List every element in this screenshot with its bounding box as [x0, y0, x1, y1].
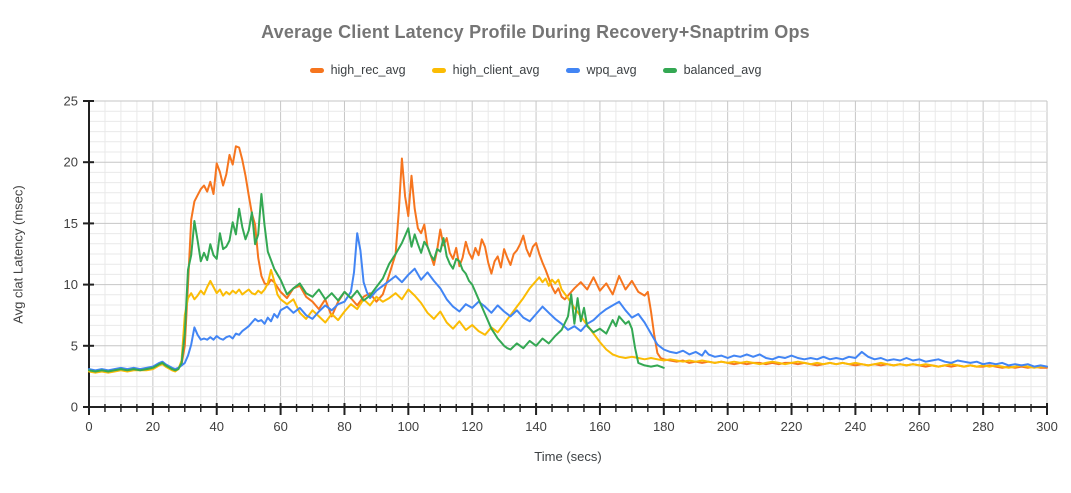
legend-swatch-icon: [309, 67, 324, 73]
x-tick-label: 160: [589, 419, 611, 434]
legend-swatch-icon: [431, 67, 446, 73]
series-line-high_client_avg: [88, 268, 1048, 374]
x-tick-label: 280: [972, 419, 994, 434]
x-axis-title: Time (secs): [534, 449, 602, 464]
legend-item-wpq_avg[interactable]: wpq_avg: [565, 63, 637, 77]
x-tick-label: 20: [146, 419, 160, 434]
x-tick-label: 140: [525, 419, 547, 434]
y-axis-title: Avg clat Latency (msec): [10, 185, 26, 324]
x-tick-label: 80: [337, 419, 351, 434]
y-tick-label: 0: [71, 400, 78, 415]
x-tick-label: 120: [461, 419, 483, 434]
x-tick-label: 200: [717, 419, 739, 434]
legend-swatch-icon: [565, 67, 580, 73]
x-tick-label: 260: [908, 419, 930, 434]
x-tick-label: 0: [85, 419, 92, 434]
legend-item-high_client_avg[interactable]: high_client_avg: [431, 63, 540, 77]
y-tick-label: 25: [64, 94, 78, 109]
y-tick-label: 20: [64, 155, 78, 170]
series-line-wpq_avg: [88, 232, 1048, 372]
legend-label: wpq_avg: [586, 63, 637, 77]
x-tick-label: 100: [397, 419, 419, 434]
y-tick-label: 5: [71, 338, 78, 353]
x-tick-label: 300: [1036, 419, 1058, 434]
legend-swatch-icon: [662, 67, 677, 73]
x-tick-label: 220: [781, 419, 803, 434]
chart-title: Average Client Latency Profile During Re…: [261, 22, 810, 42]
x-tick-label: 60: [273, 419, 287, 434]
x-tick-label: 40: [209, 419, 223, 434]
legend-label: balanced_avg: [683, 63, 762, 77]
legend-label: high_rec_avg: [330, 63, 406, 77]
y-tick-label: 15: [64, 216, 78, 231]
legend-label: high_client_avg: [452, 63, 540, 77]
legend-item-balanced_avg[interactable]: balanced_avg: [662, 63, 762, 77]
x-tick-label: 240: [845, 419, 867, 434]
chart-legend: high_rec_avg high_client_avg wpq_avg balanc…: [0, 63, 1071, 77]
series-line-balanced_avg: [88, 193, 665, 373]
x-tick-label: 180: [653, 419, 675, 434]
legend-item-high_rec_avg[interactable]: high_rec_avg: [309, 63, 406, 77]
y-tick-label: 10: [64, 277, 78, 292]
